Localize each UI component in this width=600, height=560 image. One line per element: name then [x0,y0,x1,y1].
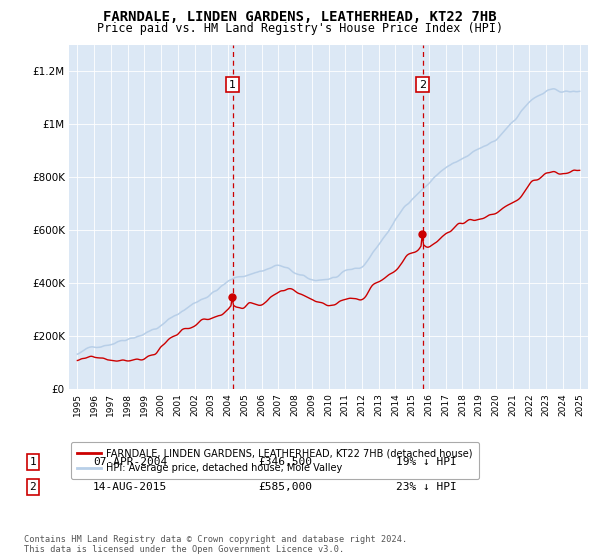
Text: £346,500: £346,500 [258,457,312,467]
Text: 1: 1 [29,457,37,467]
Text: Contains HM Land Registry data © Crown copyright and database right 2024.
This d: Contains HM Land Registry data © Crown c… [24,535,407,554]
Text: 23% ↓ HPI: 23% ↓ HPI [396,482,457,492]
Text: 07-APR-2004: 07-APR-2004 [93,457,167,467]
Text: 14-AUG-2015: 14-AUG-2015 [93,482,167,492]
Text: 1: 1 [229,80,236,90]
Text: FARNDALE, LINDEN GARDENS, LEATHERHEAD, KT22 7HB: FARNDALE, LINDEN GARDENS, LEATHERHEAD, K… [103,10,497,24]
Text: 19% ↓ HPI: 19% ↓ HPI [396,457,457,467]
Legend: FARNDALE, LINDEN GARDENS, LEATHERHEAD, KT22 7HB (detached house), HPI: Average p: FARNDALE, LINDEN GARDENS, LEATHERHEAD, K… [71,442,479,479]
Text: £585,000: £585,000 [258,482,312,492]
Text: Price paid vs. HM Land Registry's House Price Index (HPI): Price paid vs. HM Land Registry's House … [97,22,503,35]
Text: 2: 2 [29,482,37,492]
Text: 2: 2 [419,80,426,90]
